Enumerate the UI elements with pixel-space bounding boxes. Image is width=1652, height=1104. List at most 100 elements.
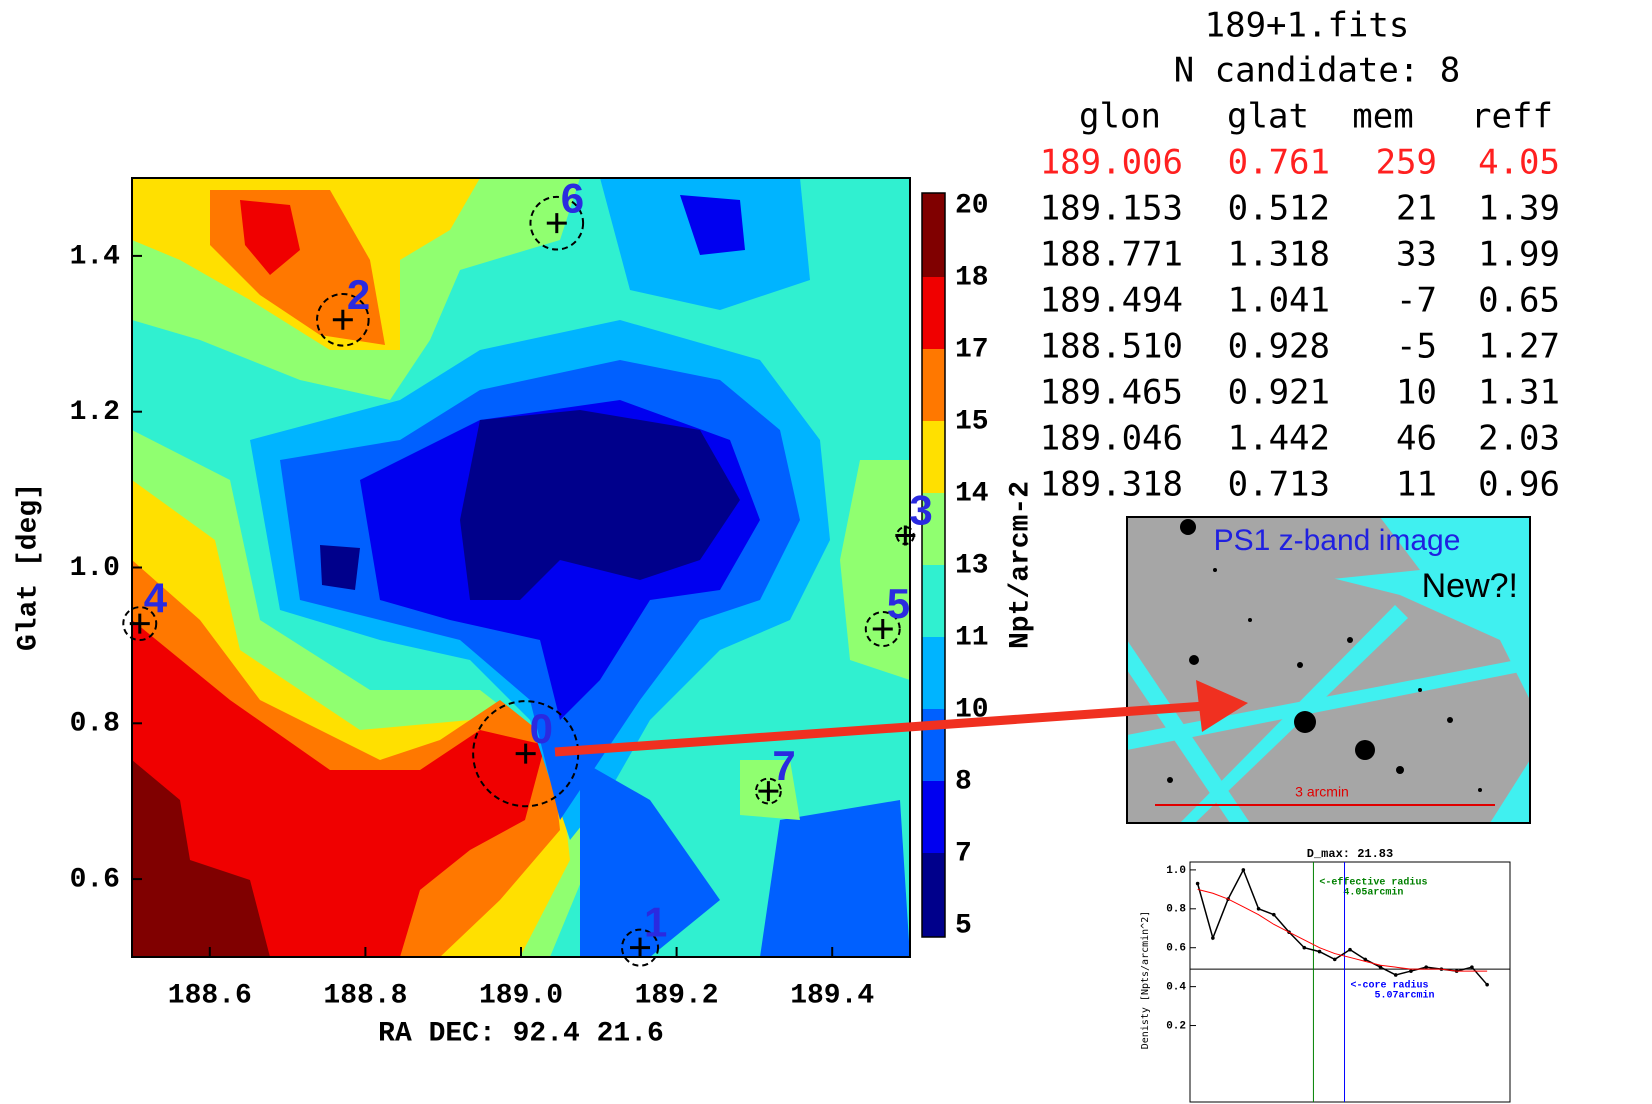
colorbar-band xyxy=(922,421,945,493)
column-header: mem xyxy=(1352,97,1413,137)
table-cell: 1.27 xyxy=(1478,327,1560,367)
profile-point xyxy=(1470,965,1474,969)
table-cell: 0.96 xyxy=(1478,465,1560,505)
candidate-radius xyxy=(621,928,660,967)
scale-label: 3 arcmin xyxy=(1295,784,1349,800)
y-tick-label: 1.2 xyxy=(70,397,120,428)
colorbar-label: Npt/arcm-2 xyxy=(1005,481,1036,649)
colorbar-frame xyxy=(921,192,946,938)
candidate-marker xyxy=(515,743,536,764)
candidate-label: 2 xyxy=(347,271,370,318)
inset-y-label: Denisty [Npts/arcmin^2] xyxy=(1140,911,1151,1049)
profile-point xyxy=(1485,982,1489,987)
colorbar-band xyxy=(922,637,945,709)
candidate-marker xyxy=(630,937,651,958)
profile-point xyxy=(1317,949,1322,954)
table-cell: 189.318 xyxy=(1040,465,1183,505)
colorbar-tick-label: 11 xyxy=(955,622,989,653)
colorbar-tick-label: 13 xyxy=(955,550,989,581)
candidate-marker xyxy=(129,613,150,634)
table-cell: 1.39 xyxy=(1478,189,1560,229)
column-header: reff xyxy=(1471,97,1553,137)
candidate-radius xyxy=(122,606,158,642)
table-cell: 1.041 xyxy=(1228,281,1330,321)
table-cell: 0.761 xyxy=(1228,143,1330,183)
colorbar-band xyxy=(922,781,945,853)
table-cell: -5 xyxy=(1396,327,1437,367)
table-cell: 0.65 xyxy=(1478,281,1560,321)
profile-point xyxy=(1378,965,1383,969)
candidate-label: 5 xyxy=(887,580,910,627)
x-tick-label: 189.0 xyxy=(479,980,563,1011)
table-cell: 0.928 xyxy=(1228,327,1330,367)
y-tick-label: 1.4 xyxy=(70,241,120,272)
table-cell: 0.921 xyxy=(1228,373,1330,413)
profile-point xyxy=(1241,868,1246,872)
y-tick-label: 0.6 xyxy=(70,864,120,895)
table-cell: 189.153 xyxy=(1040,189,1183,229)
table-count: N candidate: 8 xyxy=(1174,51,1461,91)
y-tick-label: 0.8 xyxy=(70,709,120,740)
inset-y-tick-label: 0.2 xyxy=(1166,1020,1186,1032)
y-axis-label: Glat [deg] xyxy=(13,483,44,651)
profile-line xyxy=(1197,888,1488,972)
table-cell: 21 xyxy=(1396,189,1437,229)
ps1-title: PS1 z-band image xyxy=(1214,524,1461,557)
candidate-label: 7 xyxy=(772,742,795,789)
profile-point xyxy=(1393,973,1398,977)
table-cell: 2.03 xyxy=(1478,419,1560,459)
candidate-label: 3 xyxy=(909,487,932,534)
candidate-marker xyxy=(872,619,893,640)
candidate-marker xyxy=(758,781,779,802)
table-cell: 259 xyxy=(1376,143,1437,183)
table-cell: -7 xyxy=(1396,281,1437,321)
ps1-note: New?! xyxy=(1422,567,1518,605)
colorbar-band xyxy=(922,277,945,349)
table-cell: 189.046 xyxy=(1040,419,1183,459)
table-cell: 188.771 xyxy=(1040,235,1183,275)
reference-label: <-effective radius xyxy=(1319,877,1427,889)
candidate-label: 4 xyxy=(144,575,168,622)
table-cell: 33 xyxy=(1396,235,1437,275)
reference-label: 4.05arcmin xyxy=(1343,887,1403,899)
colorbar-tick-label: 7 xyxy=(955,838,972,869)
table-file: 189+1.fits xyxy=(1205,6,1410,46)
table-cell: 1.318 xyxy=(1228,235,1330,275)
colorbar-tick-label: 17 xyxy=(955,334,989,365)
reference-label: <-core radius xyxy=(1351,980,1429,992)
colorbar-band xyxy=(922,853,945,937)
inset-y-tick-label: 0.6 xyxy=(1166,943,1186,955)
candidate-table: 189+1.fits N candidate: 8 glon glat mem ref… xyxy=(1040,6,1560,505)
y-tick-label: 1.0 xyxy=(70,553,120,584)
arrow xyxy=(554,680,1248,757)
profile-point xyxy=(1256,907,1261,911)
candidate-label: 6 xyxy=(561,174,584,221)
table-cell: 188.510 xyxy=(1040,327,1183,367)
table-cell: 189.465 xyxy=(1040,373,1183,413)
column-header: glat xyxy=(1227,97,1309,137)
inset-y-tick-label: 1.0 xyxy=(1166,865,1186,877)
colorbar-tick-label: 20 xyxy=(955,190,989,221)
table-cell: 189.006 xyxy=(1040,143,1183,183)
candidate-radius xyxy=(316,292,370,347)
candidate-radius xyxy=(529,195,585,251)
inset-y-tick-label: 0.4 xyxy=(1166,982,1186,994)
column-header: glon xyxy=(1079,97,1161,137)
profile-point xyxy=(1424,965,1428,969)
table-cell: 189.494 xyxy=(1040,281,1183,321)
candidate-marker xyxy=(332,309,353,330)
colorbar-band xyxy=(922,493,945,565)
profile-point xyxy=(1348,947,1352,952)
table-cell: 4.05 xyxy=(1478,143,1560,183)
table-cell: 46 xyxy=(1396,419,1437,459)
table-cell: 1.442 xyxy=(1228,419,1330,459)
table-cell: 0.713 xyxy=(1228,465,1330,505)
profile-point xyxy=(1409,969,1413,973)
radial-profile: D_max: 21.83 Denisty [Npts/arcmin^2] 0.2 0.… xyxy=(1140,847,1511,1103)
colorbar-tick-label: 8 xyxy=(955,766,972,797)
colorbar-tick-label: 14 xyxy=(955,478,989,509)
colorbar-band xyxy=(922,565,945,637)
reference-label: 5.07arcmin xyxy=(1375,990,1435,1002)
profile-point xyxy=(1332,957,1337,962)
